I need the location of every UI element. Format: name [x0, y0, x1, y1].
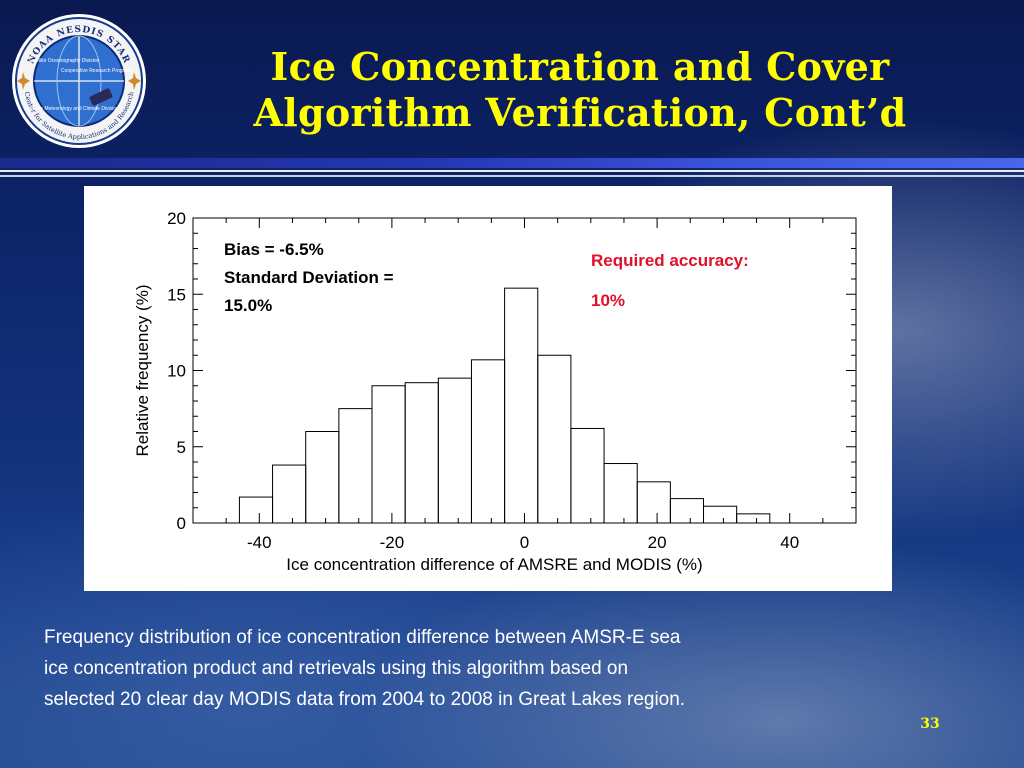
y-tick-label: 10 — [167, 362, 186, 381]
slide-title-line-2: Algorithm Verification, Cont’d — [253, 90, 907, 135]
histogram-bar — [371, 385, 406, 524]
std-dev-annotation: Standard Deviation = — [224, 268, 394, 287]
bias-annotation: Bias = -6.5% — [224, 240, 324, 259]
histogram-bar — [669, 498, 705, 524]
caption-line-1: Frequency distribution of ice concentrat… — [44, 627, 681, 648]
slide-title: Ice Concentration and Cover Algorithm Ve… — [160, 44, 1000, 136]
histogram-bar — [736, 513, 771, 524]
logo-quadrant-1: Satellite Oceanography Division — [29, 58, 100, 64]
logo-quadrant-2: Cooperative Research Program — [61, 68, 131, 74]
y-axis-label: Relative frequency (%) — [133, 285, 152, 457]
page-number: 33 — [920, 716, 940, 732]
caption-line-2: ice concentration product and retrievals… — [44, 658, 629, 679]
histogram-bar — [470, 359, 506, 524]
title-divider-blue — [0, 158, 1024, 168]
histogram-bar — [703, 505, 738, 524]
x-tick-label: 0 — [520, 533, 529, 552]
std-dev-value-annotation: 15.0% — [224, 296, 272, 315]
x-tick-label: -20 — [380, 533, 405, 552]
histogram-bar — [636, 481, 671, 524]
title-divider-white-1 — [0, 170, 1024, 172]
plot-frame — [192, 217, 857, 524]
y-tick-label: 5 — [177, 438, 186, 457]
histogram-chart-panel: -40 -20 0 20 40 0 5 10 15 20 Ice concentration di… — [84, 186, 892, 591]
histogram-bar — [603, 463, 638, 524]
x-tick-label: 20 — [648, 533, 667, 552]
caption-line-3: selected 20 clear day MODIS data from 20… — [44, 689, 686, 710]
histogram-bar — [570, 427, 605, 524]
histogram-bar — [504, 287, 539, 524]
noaa-nesdis-star-logo: NOAA NESDIS STAR Center for Satellite Ap… — [10, 12, 148, 150]
histogram-bar — [272, 464, 307, 524]
y-tick-label: 15 — [167, 285, 186, 304]
logo-emblem-icon: NOAA NESDIS STAR Center for Satellite Ap… — [12, 14, 146, 148]
histogram-bar — [305, 431, 340, 524]
figure-caption: Frequency distribution of ice concentrat… — [44, 622, 944, 715]
histogram-chart: -40 -20 0 20 40 0 5 10 15 20 Ice concentration di… — [133, 209, 857, 574]
slide-title-line-1: Ice Concentration and Cover — [270, 44, 890, 89]
histogram-bar — [537, 354, 572, 524]
logo-quadrant-3: Satellite Meteorology and Climate Divisi… — [25, 106, 119, 112]
x-tick-label: -40 — [247, 533, 272, 552]
x-axis-label: Ice concentration difference of AMSRE an… — [286, 555, 702, 574]
x-tick-label: 40 — [780, 533, 799, 552]
histogram-bar — [404, 382, 439, 524]
required-accuracy-value: 10% — [591, 291, 625, 310]
histogram-bar — [238, 496, 274, 524]
required-accuracy-label: Required accuracy: — [591, 251, 749, 270]
title-divider-white-2 — [0, 175, 1024, 177]
y-tick-label: 0 — [177, 514, 186, 533]
histogram-bar — [437, 377, 472, 524]
y-tick-label: 20 — [167, 209, 186, 228]
histogram-bar — [338, 408, 373, 524]
